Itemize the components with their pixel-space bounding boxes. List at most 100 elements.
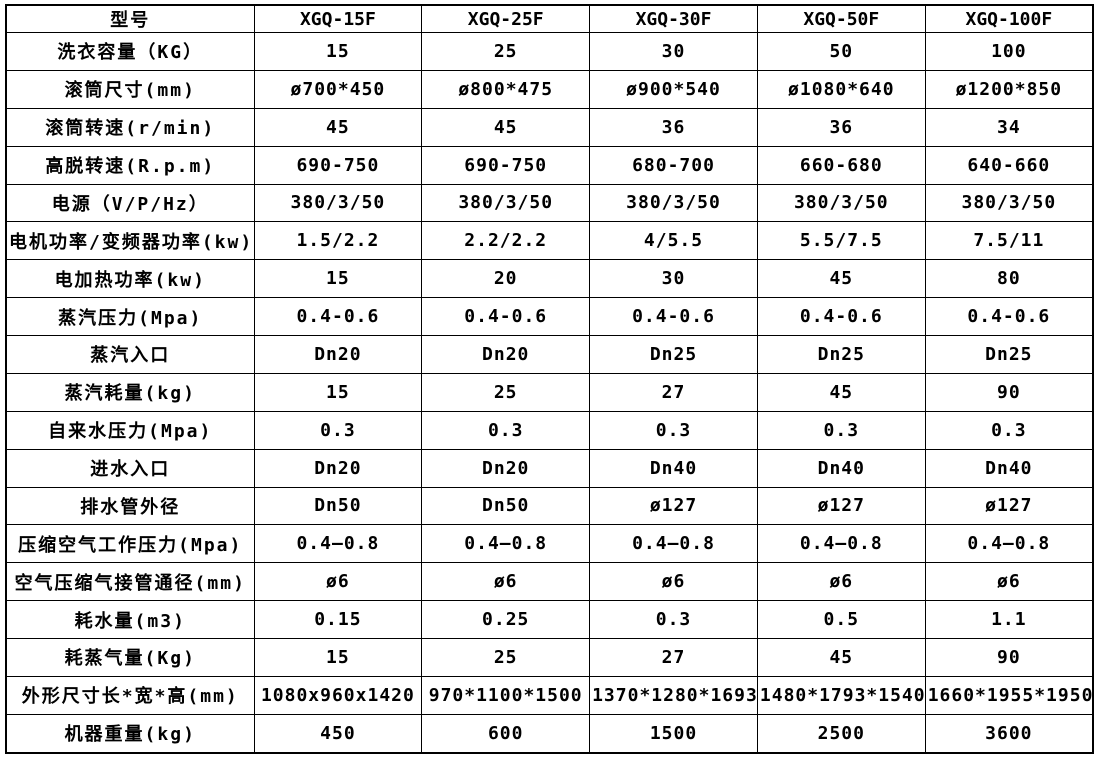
- row-label: 蒸汽耗量(kg): [5, 372, 255, 412]
- cell-value: 25: [421, 638, 591, 677]
- cell-value: ø900*540: [589, 69, 758, 109]
- cell-value: 25: [421, 32, 591, 71]
- cell-value: ø6: [589, 562, 758, 602]
- cell-value: 36: [589, 107, 758, 147]
- cell-value: 970*1100*1500: [421, 675, 591, 715]
- cell-value: 380/3/50: [253, 183, 423, 223]
- cell-value: Dn20: [421, 335, 591, 374]
- table-header: 型号 XGQ-15F XGQ-25F XGQ-30F XGQ-50F XGQ-100F: [5, 4, 1094, 33]
- cell-value: ø1200*850: [924, 69, 1094, 109]
- cell-value: Dn20: [253, 335, 423, 374]
- cell-value: ø700*450: [253, 69, 423, 109]
- cell-value: Dn25: [756, 335, 926, 374]
- cell-value: 100: [924, 32, 1094, 71]
- cell-value: 640-660: [924, 145, 1094, 185]
- row-label: 蒸汽压力(Mpa): [5, 297, 255, 336]
- cell-value: ø6: [421, 562, 591, 602]
- cell-value: 5.5/7.5: [756, 221, 926, 261]
- cell-value: 1080x960x1420: [253, 675, 423, 715]
- cell-value: 0.5: [756, 600, 926, 639]
- cell-value: 0.3: [589, 600, 758, 639]
- row-label: 自来水压力(Mpa): [5, 410, 255, 450]
- cell-value: Dn50: [253, 486, 423, 526]
- cell-value: ø6: [756, 562, 926, 602]
- cell-value: 34: [924, 107, 1094, 147]
- cell-value: ø1080*640: [756, 69, 926, 109]
- table-row: 自来水压力(Mpa) 0.3 0.3 0.3 0.3 0.3: [5, 410, 1094, 450]
- table-row: 耗蒸气量(Kg) 15 25 27 45 90: [5, 638, 1094, 677]
- cell-value: 1500: [589, 713, 758, 754]
- cell-value: 380/3/50: [924, 183, 1094, 223]
- cell-value: ø800*475: [421, 69, 591, 109]
- row-label: 滚筒转速(r/min): [5, 107, 255, 147]
- cell-value: 2.2/2.2: [421, 221, 591, 261]
- column-header: XGQ-15F: [253, 4, 423, 33]
- row-label: 压缩空气工作压力(Mpa): [5, 524, 255, 564]
- cell-value: 600: [421, 713, 591, 754]
- cell-value: 50: [756, 32, 926, 71]
- table-row: 进水入口 Dn20 Dn20 Dn40 Dn40 Dn40: [5, 448, 1094, 488]
- cell-value: 0.3: [589, 410, 758, 450]
- cell-value: 0.4-0.6: [421, 297, 591, 336]
- cell-value: 1370*1280*1693: [589, 675, 758, 715]
- table-row: 排水管外径 Dn50 Dn50 ø127 ø127 ø127: [5, 486, 1094, 526]
- cell-value: Dn25: [924, 335, 1094, 374]
- table-row: 耗水量(m3) 0.15 0.25 0.3 0.5 1.1: [5, 600, 1094, 639]
- cell-value: Dn40: [589, 448, 758, 488]
- cell-value: 0.3: [253, 410, 423, 450]
- row-label: 排水管外径: [5, 486, 255, 526]
- table-row: 蒸汽压力(Mpa) 0.4-0.6 0.4-0.6 0.4-0.6 0.4-0.6 0.4…: [5, 297, 1094, 336]
- cell-value: 380/3/50: [421, 183, 591, 223]
- row-label: 耗水量(m3): [5, 600, 255, 639]
- cell-value: 30: [589, 259, 758, 299]
- cell-value: 1.1: [924, 600, 1094, 639]
- column-header: XGQ-25F: [421, 4, 591, 33]
- cell-value: 25: [421, 372, 591, 412]
- column-header: XGQ-100F: [924, 4, 1094, 33]
- cell-value: Dn40: [924, 448, 1094, 488]
- row-label: 洗衣容量（KG）: [5, 32, 255, 71]
- table-row: 空气压缩气接管通径(mm) ø6 ø6 ø6 ø6 ø6: [5, 562, 1094, 602]
- table-row: 电加热功率(kw) 15 20 30 45 80: [5, 259, 1094, 299]
- table-row: 滚筒转速(r/min) 45 45 36 36 34: [5, 107, 1094, 147]
- table-row: 机器重量(kg) 450 600 1500 2500 3600: [5, 713, 1094, 754]
- row-label: 外形尺寸长*宽*高(mm): [5, 675, 255, 715]
- cell-value: 80: [924, 259, 1094, 299]
- table-row: 外形尺寸长*宽*高(mm) 1080x960x1420 970*1100*1500 1…: [5, 675, 1094, 715]
- cell-value: 90: [924, 638, 1094, 677]
- cell-value: 0.3: [756, 410, 926, 450]
- cell-value: 1480*1793*1540: [756, 675, 926, 715]
- cell-value: 380/3/50: [756, 183, 926, 223]
- table-row: 滚筒尺寸(mm) ø700*450 ø800*475 ø900*540 ø1080*64…: [5, 69, 1094, 109]
- cell-value: 0.4—0.8: [589, 524, 758, 564]
- cell-value: 30: [589, 32, 758, 71]
- cell-value: Dn20: [253, 448, 423, 488]
- cell-value: 1.5/2.2: [253, 221, 423, 261]
- cell-value: 660-680: [756, 145, 926, 185]
- model-column-header: 型号: [5, 4, 255, 33]
- table-row: 电源（V/P/Hz） 380/3/50 380/3/50 380/3/50 380/3/…: [5, 183, 1094, 223]
- cell-value: 90: [924, 372, 1094, 412]
- cell-value: Dn40: [756, 448, 926, 488]
- cell-value: 0.4—0.8: [924, 524, 1094, 564]
- table-row: 蒸汽耗量(kg) 15 25 27 45 90: [5, 372, 1094, 412]
- cell-value: 15: [253, 372, 423, 412]
- table-row: 洗衣容量（KG） 15 25 30 50 100: [5, 32, 1094, 71]
- row-label: 电源（V/P/Hz）: [5, 183, 255, 223]
- cell-value: Dn50: [421, 486, 591, 526]
- row-label: 电机功率/变频器功率(kw): [5, 221, 255, 261]
- cell-value: 45: [421, 107, 591, 147]
- cell-value: 0.4-0.6: [589, 297, 758, 336]
- cell-value: 0.4—0.8: [421, 524, 591, 564]
- cell-value: 27: [589, 372, 758, 412]
- table-row: 压缩空气工作压力(Mpa) 0.4—0.8 0.4—0.8 0.4—0.8 0.4—0.…: [5, 524, 1094, 564]
- cell-value: 0.4-0.6: [253, 297, 423, 336]
- cell-value: 0.4-0.6: [756, 297, 926, 336]
- cell-value: 0.4-0.6: [924, 297, 1094, 336]
- row-label: 机器重量(kg): [5, 713, 255, 754]
- cell-value: 690-750: [253, 145, 423, 185]
- cell-value: 0.3: [924, 410, 1094, 450]
- cell-value: 45: [756, 259, 926, 299]
- cell-value: ø127: [756, 486, 926, 526]
